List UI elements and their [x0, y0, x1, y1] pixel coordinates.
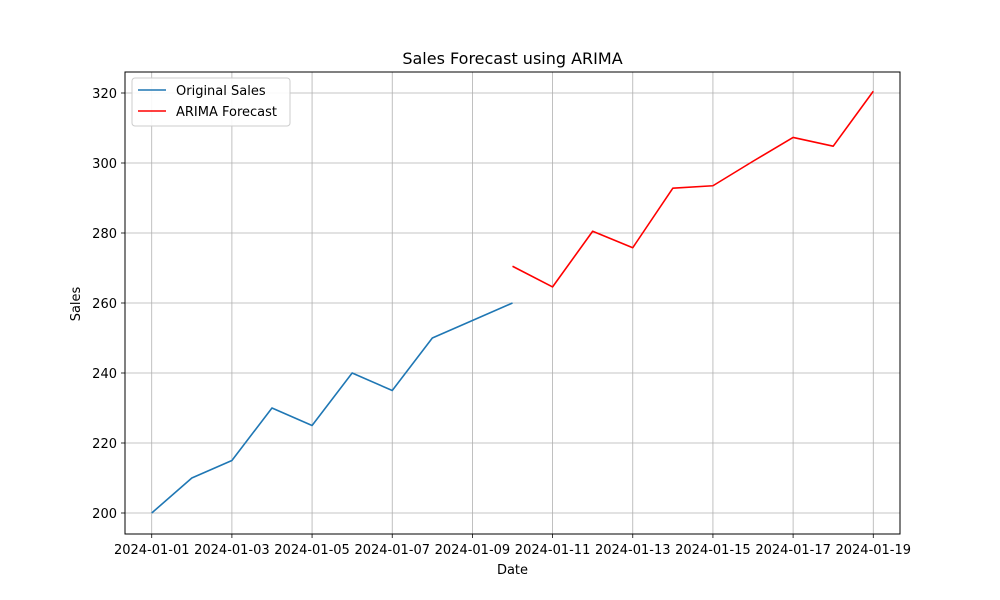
y-tick-label: 260 [92, 297, 117, 312]
x-tick-label: 2024-01-17 [755, 543, 831, 558]
y-tick-label: 280 [92, 227, 117, 242]
x-tick-label: 2024-01-15 [675, 543, 751, 558]
x-tick-label: 2024-01-09 [435, 543, 511, 558]
x-tick-label: 2024-01-07 [354, 543, 430, 558]
x-axis-ticks: 2024-01-01 2024-01-03 2024-01-05 2024-01-07… [114, 534, 911, 558]
y-axis-ticks: 200 220 240 260 280 300 320 [92, 87, 125, 522]
y-tick-label: 300 [92, 157, 117, 172]
legend-label: Original Sales [176, 84, 266, 99]
series-line-1 [151, 302, 513, 514]
x-tick-label: 2024-01-01 [114, 543, 190, 558]
y-tick-label: 220 [92, 437, 117, 452]
x-tick-label: 2024-01-13 [595, 543, 671, 558]
x-tick-label: 2024-01-11 [515, 543, 591, 558]
y-tick-label: 320 [92, 87, 117, 102]
series-lines [151, 90, 874, 514]
x-tick-label: 2024-01-05 [274, 543, 350, 558]
x-axis-label: Date [497, 563, 528, 578]
y-axis-label: Sales [69, 286, 84, 321]
legend: Original Sales ARIMA Forecast [131, 77, 291, 127]
chart-title: Sales Forecast using ARIMA [402, 49, 622, 68]
y-tick-label: 200 [92, 507, 117, 522]
x-tick-label: 2024-01-19 [835, 543, 911, 558]
y-tick-label: 240 [92, 367, 117, 382]
x-tick-label: 2024-01-03 [194, 543, 270, 558]
legend-box [131, 77, 291, 127]
series-line-2 [512, 90, 874, 288]
legend-label: ARIMA Forecast [176, 105, 277, 120]
